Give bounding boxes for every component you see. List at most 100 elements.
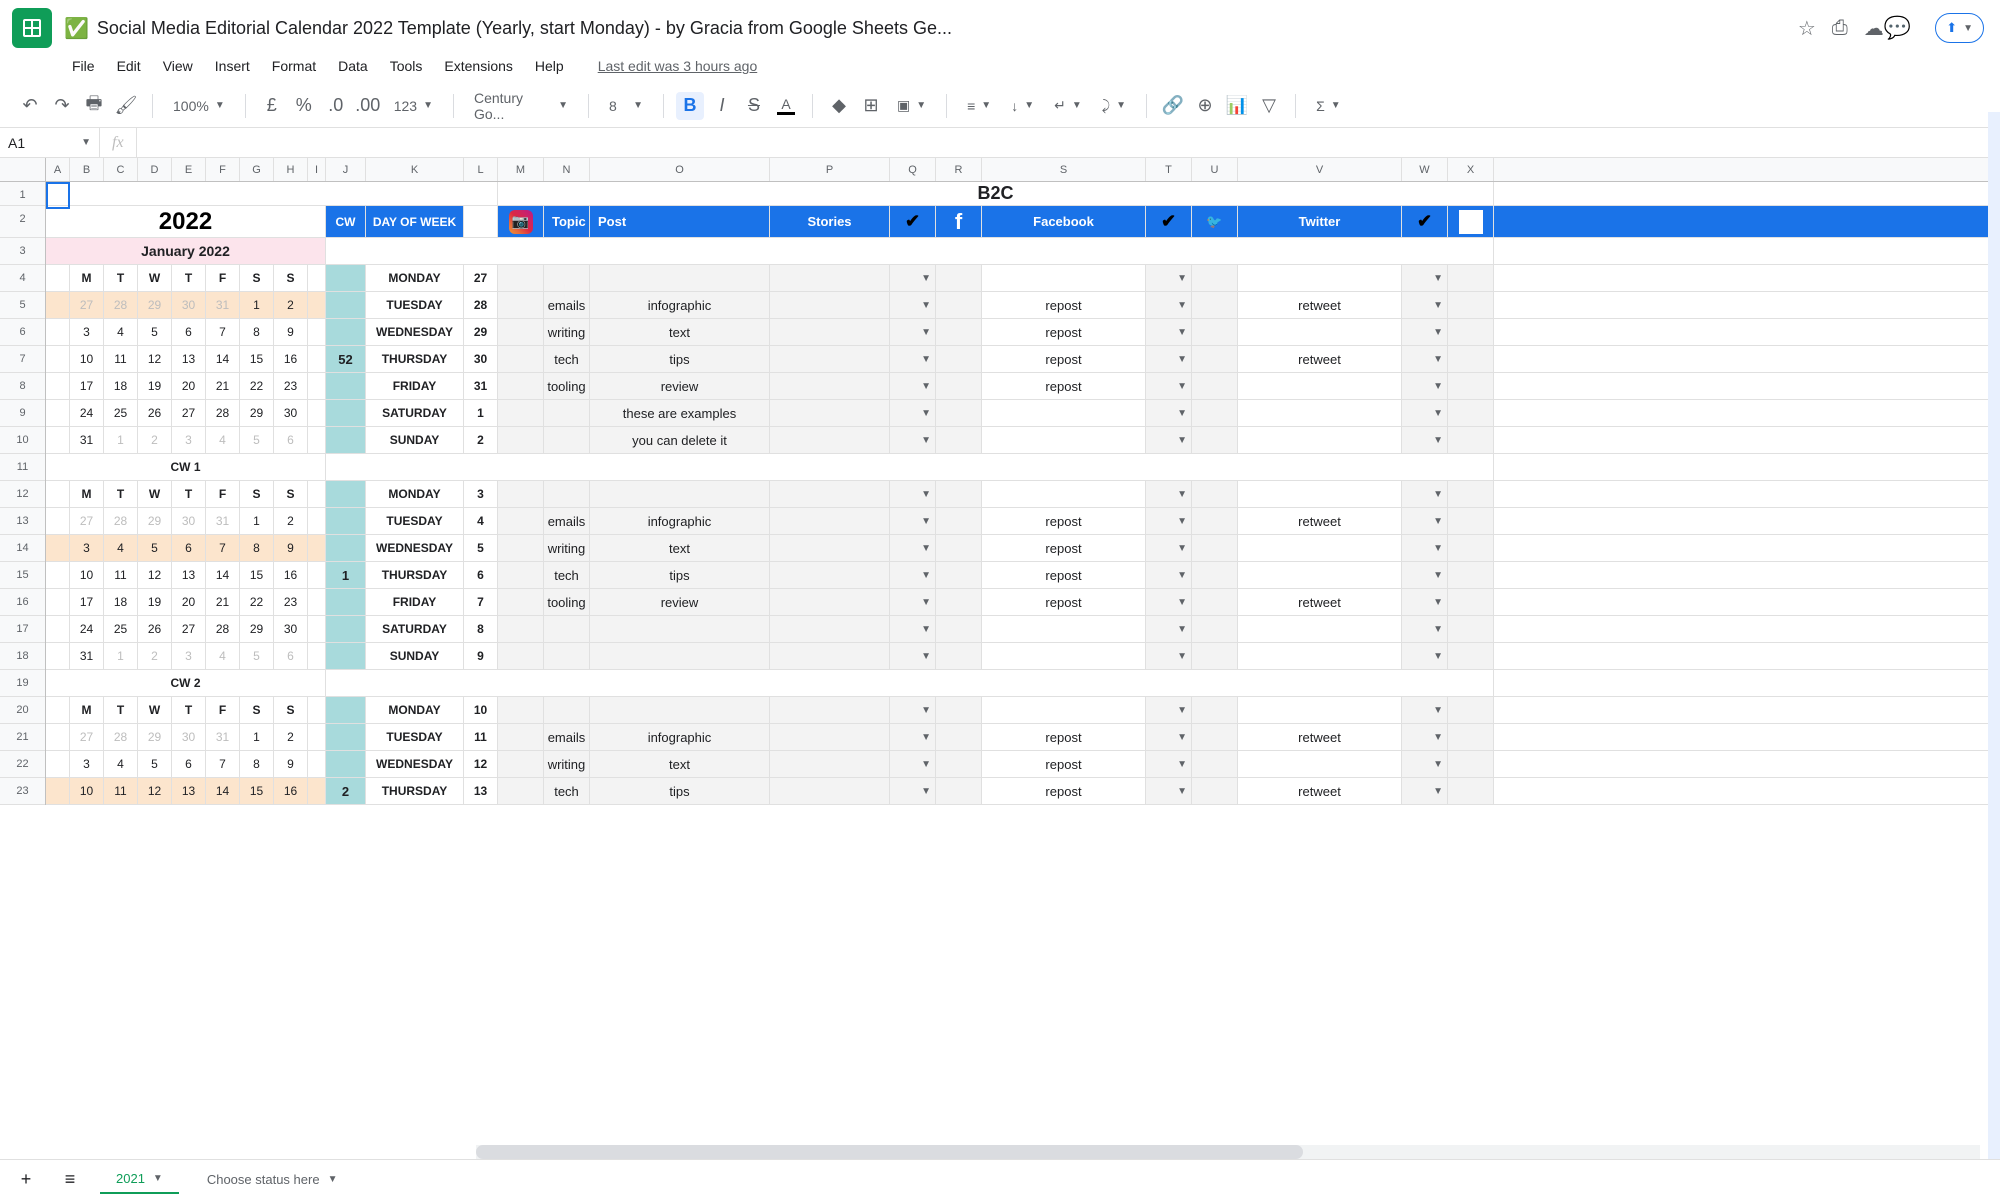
dropdown-cell[interactable]: ▼	[890, 346, 936, 372]
link-button[interactable]: 🔗	[1159, 92, 1187, 120]
col-header-V[interactable]: V	[1238, 158, 1402, 181]
status-dropdown[interactable]: Choose status here▼	[195, 1164, 350, 1195]
col-header-J[interactable]: J	[326, 158, 366, 181]
menu-file[interactable]: File	[62, 52, 105, 80]
menu-data[interactable]: Data	[328, 52, 378, 80]
row-header-17[interactable]: 17	[0, 616, 45, 643]
dropdown-cell[interactable]: ▼	[890, 535, 936, 561]
row-header-14[interactable]: 14	[0, 535, 45, 562]
star-icon[interactable]: ☆	[1798, 16, 1816, 41]
filter-button[interactable]: ▽	[1255, 92, 1283, 120]
row-header-6[interactable]: 6	[0, 319, 45, 346]
menu-view[interactable]: View	[153, 52, 203, 80]
row-header-3[interactable]: 3	[0, 238, 45, 265]
col-header-A[interactable]: A	[46, 158, 70, 181]
chart-button[interactable]: 📊	[1223, 92, 1251, 120]
merge-dropdown[interactable]: ▣▼	[889, 93, 934, 118]
col-header-B[interactable]: B	[70, 158, 104, 181]
redo-button[interactable]: ↷	[48, 92, 76, 120]
undo-button[interactable]: ↶	[16, 92, 44, 120]
fontsize-dropdown[interactable]: 8▼	[601, 94, 651, 118]
col-header-D[interactable]: D	[138, 158, 172, 181]
paint-format-button[interactable]: 🖌	[112, 92, 140, 120]
col-header-O[interactable]: O	[590, 158, 770, 181]
dropdown-cell[interactable]: ▼	[890, 481, 936, 507]
col-header-K[interactable]: K	[366, 158, 464, 181]
add-sheet-button[interactable]: +	[12, 1166, 40, 1194]
row-header-22[interactable]: 22	[0, 751, 45, 778]
col-header-G[interactable]: G	[240, 158, 274, 181]
dropdown-cell[interactable]: ▼	[890, 643, 936, 669]
row-header-13[interactable]: 13	[0, 508, 45, 535]
dropdown-cell[interactable]: ▼	[890, 427, 936, 453]
dropdown-cell[interactable]: ▼	[890, 319, 936, 345]
dropdown-cell[interactable]: ▼	[890, 373, 936, 399]
row-header-4[interactable]: 4	[0, 265, 45, 292]
col-header-S[interactable]: S	[982, 158, 1146, 181]
col-header-H[interactable]: H	[274, 158, 308, 181]
font-dropdown[interactable]: Century Go...▼	[466, 86, 576, 126]
row-header-23[interactable]: 23	[0, 778, 45, 805]
row-header-20[interactable]: 20	[0, 697, 45, 724]
dropdown-cell[interactable]: ▼	[890, 697, 936, 723]
col-header-X[interactable]: X	[1448, 158, 1494, 181]
fill-color-button[interactable]: ◆	[825, 92, 853, 120]
percent-button[interactable]: %	[290, 92, 318, 120]
row-header-7[interactable]: 7	[0, 346, 45, 373]
row-header-21[interactable]: 21	[0, 724, 45, 751]
format-dropdown[interactable]: 123▼	[386, 94, 441, 118]
name-box[interactable]: A1▼	[0, 128, 100, 157]
row-header-11[interactable]: 11	[0, 454, 45, 481]
rotate-dropdown[interactable]: ⤸▼	[1094, 93, 1134, 118]
row-header-9[interactable]: 9	[0, 400, 45, 427]
sheet-tab-2021[interactable]: 2021▼	[100, 1163, 179, 1196]
comment-button[interactable]: ⊕	[1191, 92, 1219, 120]
move-icon[interactable]: ⎙	[1832, 17, 1848, 40]
functions-dropdown[interactable]: Σ▼	[1308, 94, 1349, 118]
col-header-C[interactable]: C	[104, 158, 138, 181]
sheets-logo[interactable]	[12, 8, 52, 48]
last-edit[interactable]: Last edit was 3 hours ago	[588, 52, 768, 80]
col-header-E[interactable]: E	[172, 158, 206, 181]
col-header-W[interactable]: W	[1402, 158, 1448, 181]
italic-button[interactable]: I	[708, 92, 736, 120]
col-header-I[interactable]: I	[308, 158, 326, 181]
col-header-P[interactable]: P	[770, 158, 890, 181]
row-header-2[interactable]: 2	[0, 206, 45, 238]
row-header-19[interactable]: 19	[0, 670, 45, 697]
horizontal-scrollbar[interactable]	[476, 1145, 1980, 1159]
dropdown-cell[interactable]: ▼	[890, 724, 936, 750]
doc-title[interactable]: ✅ Social Media Editorial Calendar 2022 T…	[64, 16, 1778, 41]
dropdown-cell[interactable]: ▼	[890, 508, 936, 534]
currency-button[interactable]: £	[258, 92, 286, 120]
menu-insert[interactable]: Insert	[205, 52, 260, 80]
row-header-16[interactable]: 16	[0, 589, 45, 616]
text-color-button[interactable]: A	[772, 92, 800, 120]
share-button[interactable]: ⬆▼	[1935, 13, 1984, 43]
borders-button[interactable]: ⊞	[857, 92, 885, 120]
menu-help[interactable]: Help	[525, 52, 574, 80]
decrease-decimal-button[interactable]: .0	[322, 92, 350, 120]
menu-edit[interactable]: Edit	[107, 52, 151, 80]
menu-format[interactable]: Format	[262, 52, 326, 80]
increase-decimal-button[interactable]: .00	[354, 92, 382, 120]
dropdown-cell[interactable]: ▼	[890, 751, 936, 777]
side-panel-tab[interactable]	[1988, 112, 2000, 1159]
row-header-8[interactable]: 8	[0, 373, 45, 400]
row-header-5[interactable]: 5	[0, 292, 45, 319]
dropdown-cell[interactable]: ▼	[890, 292, 936, 318]
menu-tools[interactable]: Tools	[380, 52, 433, 80]
row-header-12[interactable]: 12	[0, 481, 45, 508]
row-header-1[interactable]: 1	[0, 182, 45, 206]
comments-icon[interactable]: 💬	[1884, 15, 1911, 41]
dropdown-cell[interactable]: ▼	[890, 778, 936, 804]
col-header-N[interactable]: N	[544, 158, 590, 181]
row-header-18[interactable]: 18	[0, 643, 45, 670]
all-sheets-button[interactable]: ≡	[56, 1166, 84, 1194]
strike-button[interactable]: S	[740, 92, 768, 120]
cells-area[interactable]: B2C2022CWDAY OF WEEK📷TopicPostStories✔fF…	[46, 182, 2000, 805]
col-header-U[interactable]: U	[1192, 158, 1238, 181]
dropdown-cell[interactable]: ▼	[890, 400, 936, 426]
row-header-10[interactable]: 10	[0, 427, 45, 454]
valign-dropdown[interactable]: ↓▼	[1003, 94, 1042, 118]
